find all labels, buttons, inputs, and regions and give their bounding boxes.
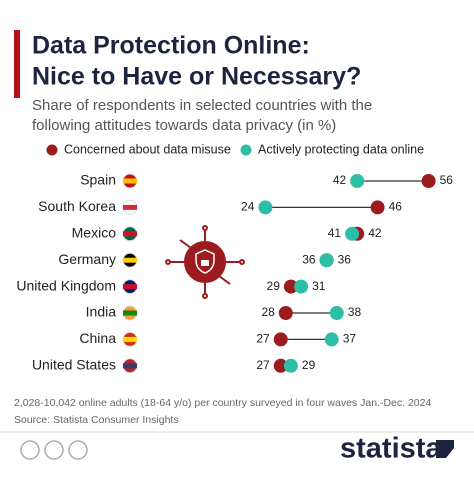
- value-label: 46: [389, 200, 403, 214]
- value-label: 36: [338, 252, 352, 266]
- value-label: 42: [333, 173, 347, 187]
- dot: [329, 306, 344, 320]
- dot: [294, 279, 309, 294]
- value-label: 56: [440, 173, 454, 187]
- legend-label: Concerned about data misuse: [64, 142, 231, 156]
- subtitle: Share of respondents in selected countri…: [32, 97, 372, 114]
- flag-stripe: [123, 363, 137, 369]
- value-label: 24: [241, 200, 255, 214]
- value-label: 28: [261, 305, 275, 319]
- chart-title: Nice to Have or Necessary?: [32, 63, 361, 91]
- flag-stripe: [123, 257, 137, 263]
- value-label: 29: [302, 358, 316, 372]
- privacy-icon: [165, 225, 245, 299]
- flag-stripe: [123, 231, 137, 237]
- footnote: 2,028-10,042 online adults (18-64 y/o) p…: [14, 397, 431, 409]
- dot: [324, 332, 339, 347]
- title-accent: [14, 30, 20, 98]
- subtitle: following attitudes towards data privacy…: [32, 117, 336, 134]
- value-label: 27: [256, 332, 270, 346]
- value-label: 37: [343, 332, 357, 346]
- flag-stripe: [123, 336, 137, 342]
- dot: [319, 253, 334, 268]
- license-icons: [20, 440, 88, 460]
- value-label: 42: [368, 226, 382, 240]
- value-label: 31: [312, 279, 326, 293]
- flag-stripe: [123, 178, 137, 184]
- flag-stripe: [123, 204, 137, 210]
- category-label: China: [79, 330, 116, 346]
- value-label: 36: [302, 252, 316, 266]
- dot: [283, 358, 298, 373]
- category-label: South Korea: [38, 198, 116, 214]
- value-label: 38: [348, 305, 362, 319]
- logo-icon: [436, 440, 454, 458]
- value-label: 29: [267, 279, 281, 293]
- chart-title: Data Protection Online:: [32, 32, 310, 60]
- flag-stripe: [123, 284, 137, 290]
- dot: [273, 332, 288, 347]
- legend-marker: [240, 144, 252, 156]
- dot: [421, 174, 436, 188]
- category-label: India: [86, 304, 117, 320]
- dot: [278, 306, 293, 320]
- legend-marker: [46, 144, 58, 156]
- value-label: 41: [328, 226, 342, 240]
- dot: [350, 174, 365, 188]
- flag-stripe: [123, 310, 137, 316]
- category-label: United States: [32, 357, 116, 373]
- category-label: Spain: [80, 172, 116, 188]
- category-label: United Kingdom: [16, 277, 116, 293]
- value-label: 27: [256, 358, 270, 372]
- source: Source: Statista Consumer Insights: [14, 414, 179, 426]
- dot: [258, 200, 273, 215]
- dot: [283, 279, 298, 294]
- legend-label: Actively protecting data online: [258, 142, 424, 156]
- category-label: Germany: [58, 251, 116, 267]
- dot: [370, 200, 385, 215]
- category-label: Mexico: [72, 225, 117, 241]
- dot: [273, 358, 288, 373]
- logo: statista: [340, 433, 442, 465]
- dot: [345, 226, 360, 241]
